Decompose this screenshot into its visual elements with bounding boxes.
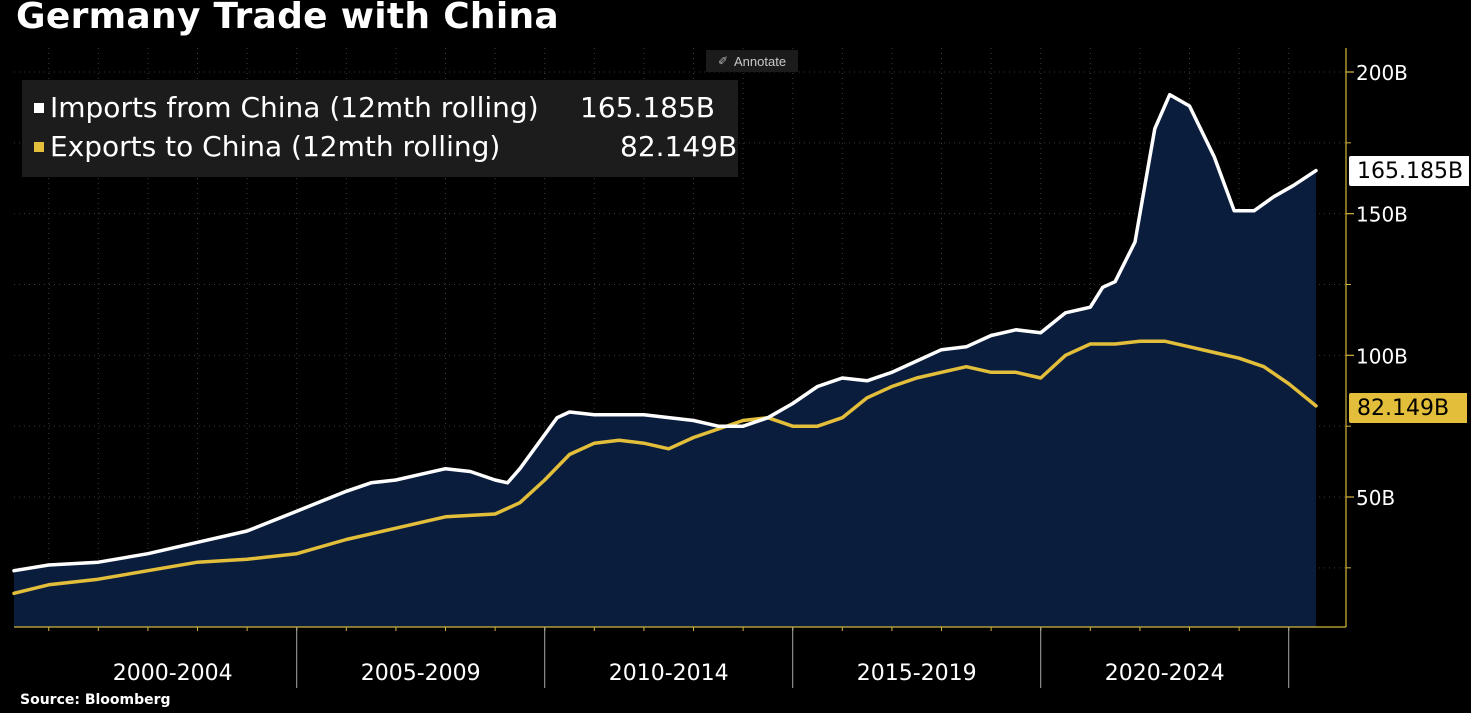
x-group-label: 2010-2014 (609, 661, 729, 686)
axis-layer: 200B 150B 100B 50B 2000-2004 2005-2009 2010-20… (14, 48, 1408, 688)
imports-last-value-label: 165.185B (1349, 156, 1469, 186)
x-group-label: 2005-2009 (361, 661, 481, 686)
line-layer (12, 92, 1318, 596)
exports-line (12, 339, 1318, 596)
legend-item-imports: Imports from China (12mth rolling) 165.1… (34, 88, 738, 127)
legend-label-exports: Exports to China (12mth rolling) (50, 130, 501, 163)
y-tick-label: 150B (1356, 203, 1408, 227)
x-group-label: 2020-2024 (1105, 661, 1225, 686)
legend-label-imports: Imports from China (12mth rolling) (50, 91, 539, 124)
y-tick-label: 100B (1356, 344, 1408, 368)
legend-swatch-imports (34, 102, 44, 113)
source-note: Source: Bloomberg (20, 692, 171, 708)
pencil-icon: ✐ (717, 54, 728, 68)
exports-last-value-label: 82.149B (1349, 393, 1467, 423)
x-group-label: 2000-2004 (113, 661, 233, 686)
legend-item-exports: Exports to China (12mth rolling) 82.149B (34, 127, 738, 166)
imports-area (14, 94, 1316, 627)
x-group-label: 2015-2019 (857, 661, 977, 686)
y-tick-label: 200B (1356, 61, 1408, 85)
chart-title: Germany Trade with China (16, 0, 559, 37)
legend-value-exports: 82.149B (620, 130, 738, 163)
legend-swatch-exports (34, 141, 44, 152)
legend-box: Imports from China (12mth rolling) 165.1… (22, 80, 738, 177)
area-layer (14, 94, 1316, 627)
y-tick-label: 50B (1356, 486, 1395, 510)
imports-line (12, 92, 1318, 573)
annotate-button[interactable]: ✐ Annotate (706, 50, 798, 72)
legend-value-imports: 165.185B (580, 91, 715, 124)
annotate-label: Annotate (734, 53, 787, 69)
